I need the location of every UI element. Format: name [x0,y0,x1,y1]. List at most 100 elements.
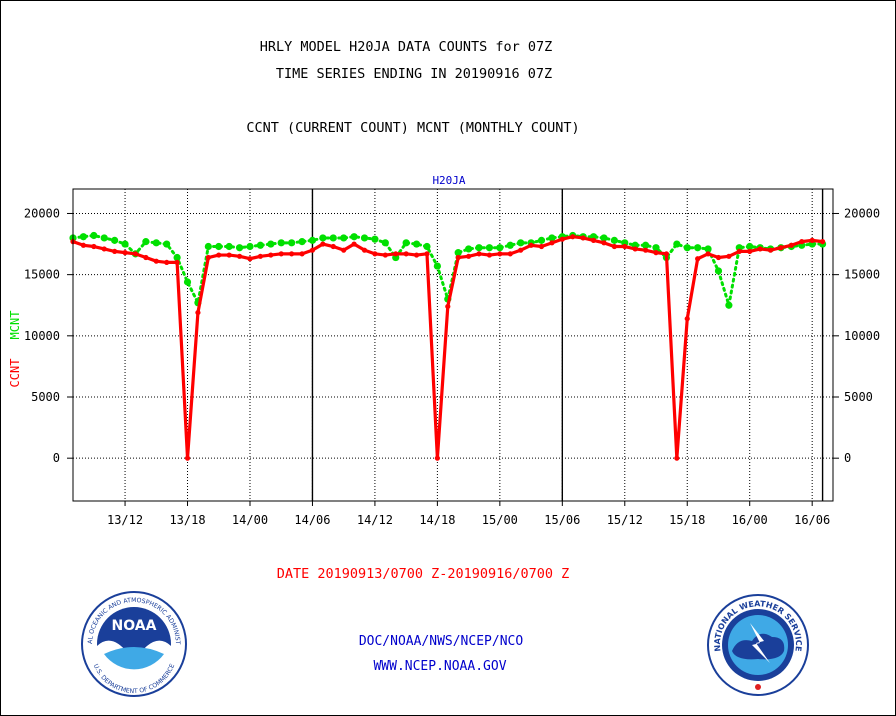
mcnt-point [298,238,306,246]
ccnt-point [747,248,753,254]
ccnt-point [247,256,253,262]
ccnt-point [413,252,420,258]
ccnt-point [236,253,243,259]
mcnt-point [350,233,358,241]
ccnt-point [80,242,87,248]
ccnt-point [632,246,638,252]
x-tick-label: 16/00 [732,513,768,527]
ccnt-point [122,250,128,256]
ccnt-point [726,253,732,259]
grid-lines [67,189,839,506]
ccnt-point [778,245,784,251]
ccnt-point [226,252,232,258]
mcnt-point [704,245,712,253]
mcnt-point [371,235,379,243]
ccnt-point [351,241,357,247]
mcnt-point [600,234,608,242]
mcnt-point [204,242,212,251]
ccnt-point [434,455,440,461]
ccnt-point [205,254,211,261]
ccnt-point [164,259,170,266]
ccnt-point [309,247,316,253]
mcnt-point [288,239,296,247]
y-tick-label-right: 0 [844,451,851,465]
y-axis-label-mcnt: MCNT [8,311,22,340]
ccnt-point [809,237,815,243]
ccnt-point [601,240,607,246]
y-tick-label-left: 10000 [24,329,60,343]
ccnt-point [518,247,524,253]
ccnt-point [174,259,180,266]
plot-title: H20JA [432,174,465,187]
ccnt-point [757,246,763,252]
y-tick-label-left: 5000 [31,390,60,404]
ccnt-point [278,251,284,257]
ccnt-point [767,247,774,253]
ccnt-point [476,251,482,257]
x-tick-label: 15/06 [544,513,580,527]
ccnt-point [289,251,295,257]
subtitle: CCNT (CURRENT COUNT) MCNT (MONTHLY COUNT… [246,120,579,136]
y-tick-label-right: 20000 [844,206,880,220]
ccnt-point [268,252,274,258]
mcnt-point [423,242,431,251]
mcnt-point [360,234,369,242]
x-tick-label: 13/12 [107,513,143,527]
ccnt-point [382,252,388,258]
ccnt-series-line [72,235,823,460]
mcnt-point [485,244,494,252]
data-series [69,231,827,461]
mcnt-point [412,240,421,248]
mcnt-point [163,240,171,248]
x-tick-label: 14/12 [357,513,393,527]
ccnt-point [736,248,742,254]
x-tick-label: 13/18 [169,513,205,527]
plot-area [72,188,834,502]
mcnt-point [152,239,160,247]
y-tick-label-left: 0 [53,451,60,465]
org-label[interactable]: DOC/NOAA/NWS/NCEP/NCO [359,634,524,649]
mcnt-point [746,242,754,251]
ccnt-point [570,234,576,240]
mcnt-point [79,233,88,241]
ccnt-point [143,254,149,261]
url-link[interactable]: WWW.NCEP.NOAA.GOV [373,659,506,674]
ccnt-point [372,251,378,257]
ccnt-point [424,251,430,257]
ccnt-point [216,252,222,258]
mcnt-point [465,245,473,253]
ccnt-point [622,243,628,250]
ccnt-point [653,250,659,256]
mcnt-point [90,231,98,240]
ccnt-point [695,256,701,262]
ccnt-point [341,247,347,253]
mcnt-point [683,244,691,252]
mcnt-point [381,239,389,247]
y-tick-label-right: 10000 [844,329,880,343]
ccnt-point [559,236,565,242]
ccnt-point [132,251,139,257]
mcnt-point [537,236,546,244]
y-tick-label-right: 5000 [844,390,873,404]
ccnt-point [549,240,555,246]
mcnt-point [121,240,129,248]
mcnt-point [111,236,119,244]
mcnt-point [714,267,723,275]
ccnt-point [590,237,597,243]
ccnt-point [705,251,711,257]
mcnt-point [256,241,264,249]
mcnt-point [506,241,514,249]
ccnt-point [528,242,534,248]
mcnt-point [235,244,244,252]
x-tick-label: 15/00 [482,513,518,527]
ccnt-point [403,251,409,257]
ccnt-point [497,251,503,257]
ccnt-point [684,316,690,322]
noaa-label: NOAA [112,618,157,634]
mcnt-point [475,244,483,252]
nws-logo: NATIONAL WEATHER SERVICE [707,594,809,696]
mcnt-point [225,242,233,251]
mcnt-point [725,301,733,309]
noaa-logo: NOAA NATIONAL OCEANIC AND ATMOSPHERIC AD… [81,591,187,697]
mcnt-point [329,234,337,242]
